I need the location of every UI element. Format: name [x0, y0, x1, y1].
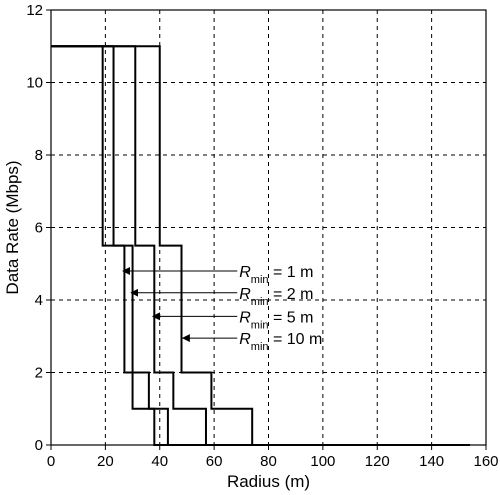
- series-layer: [51, 45, 470, 446]
- y-tick-label: 4: [35, 292, 43, 309]
- x-tick-label: 60: [206, 453, 223, 470]
- series-line-3: [51, 45, 470, 446]
- x-tick-label: 160: [473, 453, 498, 470]
- y-tick-label: 0: [35, 437, 43, 454]
- annotation-suffix: = 2 m: [269, 286, 314, 303]
- x-tick-label: 140: [419, 453, 444, 470]
- x-tick-label: 40: [151, 453, 168, 470]
- y-tick-label: 8: [35, 147, 43, 164]
- series-line-2: [51, 45, 470, 446]
- y-tick-label: 12: [26, 2, 43, 19]
- annotation-subscript: min: [251, 341, 269, 353]
- x-axis-label: Radius (m): [227, 472, 310, 491]
- y-tick-label: 6: [35, 220, 43, 237]
- annotation-prefix: R: [239, 309, 251, 326]
- annotation-label-4: Rmin = 10 m: [239, 331, 322, 353]
- annotation-subscript: min: [251, 274, 269, 286]
- axis-layer: 0 20 40 60 80 100 120 140 160 0 2 4 6 8 10 12: [26, 2, 498, 470]
- x-tick-label: 100: [310, 453, 335, 470]
- x-tick-label: 80: [260, 453, 277, 470]
- annotation-prefix: R: [239, 286, 251, 303]
- annotation-label-3: Rmin = 5 m: [239, 309, 313, 331]
- annotation-prefix: R: [239, 264, 251, 281]
- annotation-subscript: min: [251, 296, 269, 308]
- annotation-subscript: min: [251, 319, 269, 331]
- annotation-prefix: R: [239, 331, 251, 348]
- series-line-4: [51, 45, 470, 446]
- y-axis-label: Data Rate (Mbps): [3, 160, 22, 294]
- annotation-suffix: = 10 m: [269, 331, 323, 348]
- annotation-suffix: = 5 m: [269, 309, 314, 326]
- annotation-label-1: Rmin = 1 m: [239, 264, 313, 286]
- x-tick-label: 0: [47, 453, 55, 470]
- x-tick-label: 20: [97, 453, 114, 470]
- annotation-suffix: = 1 m: [269, 264, 314, 281]
- annotation-label-2: Rmin = 2 m: [239, 286, 313, 308]
- y-tick-label: 10: [26, 75, 43, 92]
- plot-frame: [50, 9, 487, 446]
- y-tick-label: 2: [35, 365, 43, 382]
- x-tick-label: 120: [365, 453, 390, 470]
